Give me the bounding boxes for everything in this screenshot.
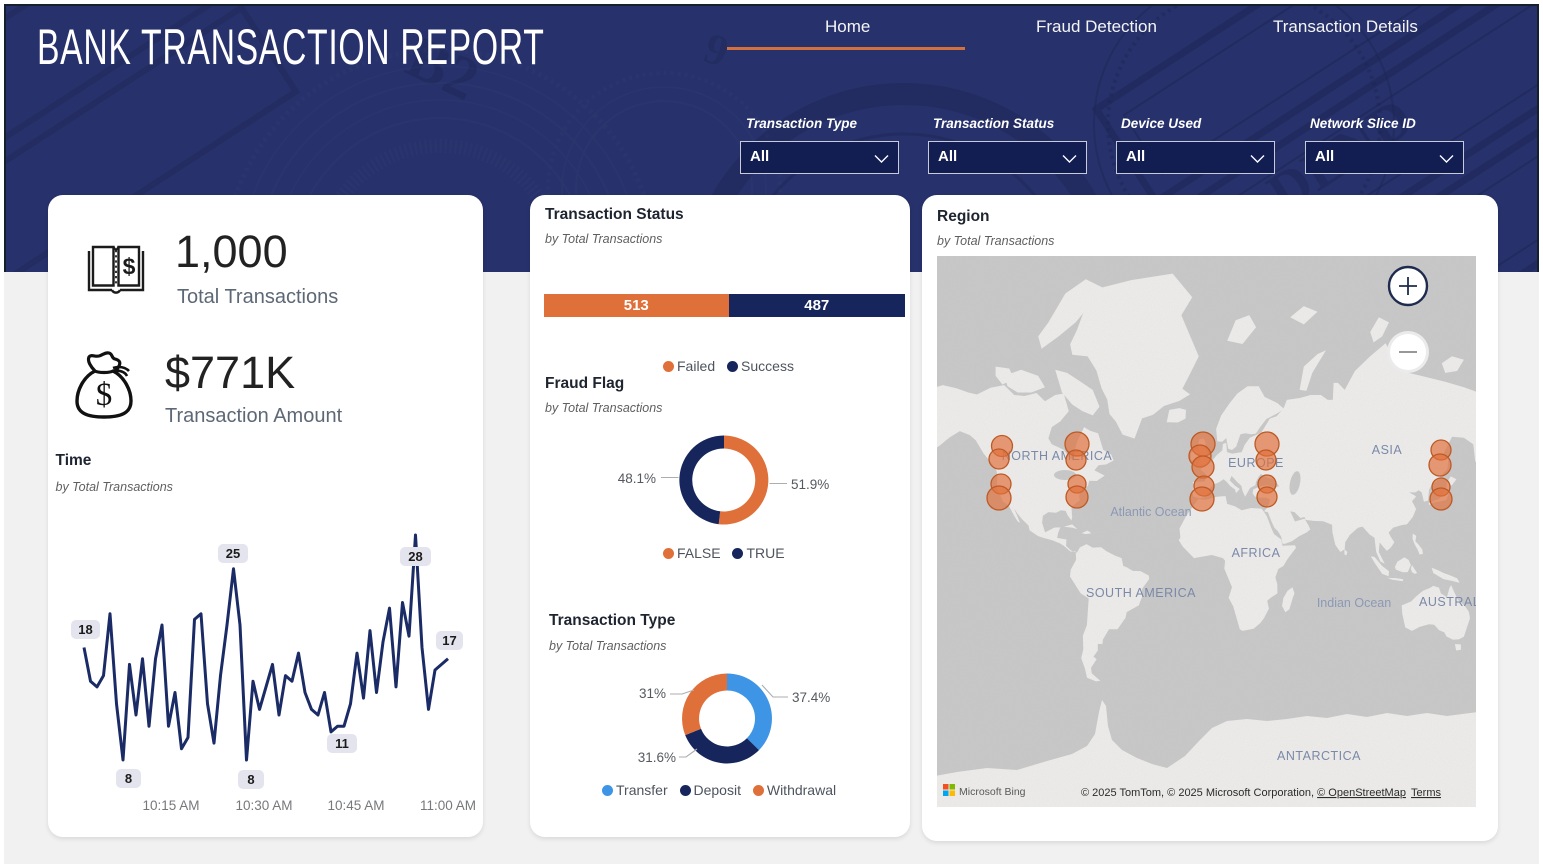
svg-text:51.9%: 51.9% <box>791 477 829 492</box>
svg-text:10:15 AM: 10:15 AM <box>142 798 199 813</box>
svg-text:11:00 AM: 11:00 AM <box>420 798 476 813</box>
svg-text:NORTH AMERICA: NORTH AMERICA <box>1002 449 1113 463</box>
svg-text:9: 9 <box>698 23 734 76</box>
svg-text:48.1%: 48.1% <box>618 471 656 486</box>
svg-text:8: 8 <box>247 772 254 787</box>
svg-text:Atlantic Ocean: Atlantic Ocean <box>1110 505 1191 519</box>
svg-text:SOUTH AMERICA: SOUTH AMERICA <box>1086 586 1196 600</box>
svg-text:8: 8 <box>125 771 132 786</box>
svg-text:$: $ <box>122 253 135 279</box>
svg-text:Microsoft Bing: Microsoft Bing <box>959 786 1026 798</box>
svg-text:AFRICA: AFRICA <box>1232 546 1281 560</box>
svg-text:17: 17 <box>442 633 456 648</box>
svg-text:AUSTRALIA: AUSTRALIA <box>1419 595 1476 609</box>
svg-text:28: 28 <box>408 549 422 564</box>
svg-text:25: 25 <box>226 546 240 561</box>
svg-text:18: 18 <box>78 622 92 637</box>
svg-text:10:30 AM: 10:30 AM <box>235 798 292 813</box>
svg-text:Terms: Terms <box>1411 787 1441 799</box>
svg-text:ASIA: ASIA <box>1372 443 1403 457</box>
svg-text:11: 11 <box>335 736 349 751</box>
svg-text:31%: 31% <box>639 686 666 701</box>
svg-text:ANTARCTICA: ANTARCTICA <box>1277 749 1361 763</box>
svg-text:31.6%: 31.6% <box>638 750 676 765</box>
svg-text:Indian Ocean: Indian Ocean <box>1317 596 1391 610</box>
svg-text:37.4%: 37.4% <box>792 690 830 705</box>
svg-text:10:45 AM: 10:45 AM <box>327 798 384 813</box>
svg-text:$: $ <box>96 377 113 413</box>
svg-text:© 2025 TomTom, © 2025 Microsof: © 2025 TomTom, © 2025 Microsoft Corporat… <box>1081 787 1406 799</box>
